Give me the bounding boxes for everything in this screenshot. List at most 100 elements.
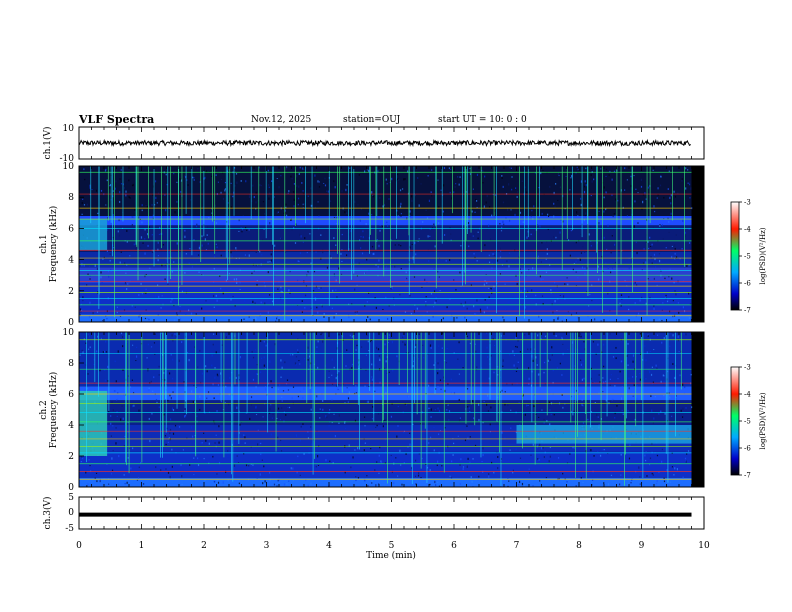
spec-speckle	[502, 185, 504, 188]
spec-speckle	[116, 398, 119, 400]
spec-speckle	[335, 244, 337, 246]
spec-speckle	[490, 406, 492, 409]
spec-speckle	[621, 409, 623, 412]
spec-speckle	[100, 189, 103, 192]
spec-speckle	[324, 184, 327, 187]
spec-speckle	[407, 395, 409, 398]
spec-speckle	[259, 443, 262, 445]
spec-speckle	[571, 341, 574, 344]
spec-speckle	[281, 396, 283, 398]
spec-speckle	[541, 212, 543, 215]
spec-speckle	[535, 275, 538, 277]
spec-speckle	[639, 378, 642, 381]
spec-speckle	[203, 458, 205, 460]
spec-speckle	[580, 333, 582, 335]
spec-speckle	[378, 454, 380, 457]
spec-speckle	[155, 196, 157, 200]
spec-speckle	[269, 407, 271, 411]
spec-speckle	[540, 171, 542, 175]
spec-early-segment	[79, 219, 108, 251]
spec-speckle	[500, 458, 503, 460]
spec-speckle	[410, 195, 413, 198]
spec-speckle	[567, 283, 569, 286]
spec-speckle	[603, 196, 605, 199]
spec-speckle	[131, 344, 134, 346]
spec-speckle	[86, 485, 88, 487]
spec-speckle	[667, 188, 669, 190]
spec-speckle	[643, 247, 645, 251]
spec-speckle	[213, 397, 215, 400]
spec-speckle	[228, 272, 231, 275]
spec-speckle	[661, 224, 664, 227]
spec-speckle	[491, 214, 493, 217]
spec-speckle	[258, 166, 260, 169]
spec-speckle	[132, 183, 134, 187]
spec-speckle	[252, 300, 254, 304]
spec-speckle	[152, 214, 154, 217]
spec-speckle	[199, 408, 201, 411]
spec-speckle	[279, 419, 282, 421]
spec-speckle	[380, 460, 382, 463]
spec-speckle	[94, 477, 96, 480]
spec-speckle	[235, 278, 238, 281]
spec-speckle	[323, 182, 325, 184]
spec-speckle	[482, 170, 484, 173]
spec-speckle	[371, 294, 373, 296]
spec-speckle	[84, 178, 86, 181]
spec-speckle	[652, 381, 654, 384]
spec-speckle	[107, 297, 109, 300]
spec-speckle	[554, 300, 556, 303]
spec-speckle	[288, 190, 290, 193]
spec-speckle	[669, 332, 671, 334]
spec-speckle	[539, 443, 541, 446]
spec-speckle	[653, 253, 656, 256]
spec-speckle	[344, 402, 346, 404]
spec-speckle	[106, 318, 108, 320]
spec-speckle	[654, 396, 656, 398]
spec-speckle	[362, 236, 364, 239]
spec-speckle	[511, 383, 513, 386]
spec-speckle	[675, 234, 677, 237]
spec-speckle	[250, 389, 252, 391]
spec-speckle	[304, 294, 307, 297]
spec-speckle	[399, 449, 401, 452]
spec-speckle	[237, 462, 240, 463]
spec-speckle	[535, 356, 537, 359]
spec-speckle	[442, 317, 444, 320]
spec-speckle	[295, 434, 297, 437]
spec-speckle	[677, 192, 679, 195]
spec-speckle	[489, 431, 492, 433]
spec-speckle	[189, 464, 191, 466]
spec-speckle	[452, 485, 455, 487]
spec-speckle	[345, 365, 347, 367]
spec-speckle	[167, 451, 170, 453]
spec-speckle	[675, 256, 678, 259]
x-tick-label: 3	[264, 541, 270, 551]
spec-speckle	[264, 302, 266, 305]
spec-speckle	[409, 432, 411, 434]
spec-speckle	[647, 278, 649, 280]
spec-speckle	[474, 256, 476, 259]
spec-speckle	[611, 194, 613, 197]
spec-speckle	[588, 233, 590, 236]
spec-speckle	[280, 175, 282, 177]
spec-speckle	[532, 443, 534, 446]
spec-speckle	[471, 480, 473, 483]
spec-speckle	[532, 485, 534, 487]
spec-speckle	[328, 484, 331, 487]
spec-speckle	[590, 174, 592, 177]
spec-speckle	[575, 312, 578, 314]
spec-speckle	[240, 227, 242, 229]
spec-speckle	[344, 471, 346, 474]
spec-speckle	[107, 270, 110, 273]
spec-speckle	[80, 456, 83, 458]
spec-speckle	[379, 446, 381, 449]
spec-speckle	[229, 376, 231, 379]
spec-speckle	[371, 418, 374, 420]
spec-speckle	[577, 257, 579, 260]
spec-speckle	[393, 467, 396, 469]
spec-speckle	[545, 241, 548, 243]
y-tick-label: 4	[68, 421, 74, 431]
spec-speckle	[553, 215, 555, 218]
spec-speckle	[469, 235, 471, 238]
